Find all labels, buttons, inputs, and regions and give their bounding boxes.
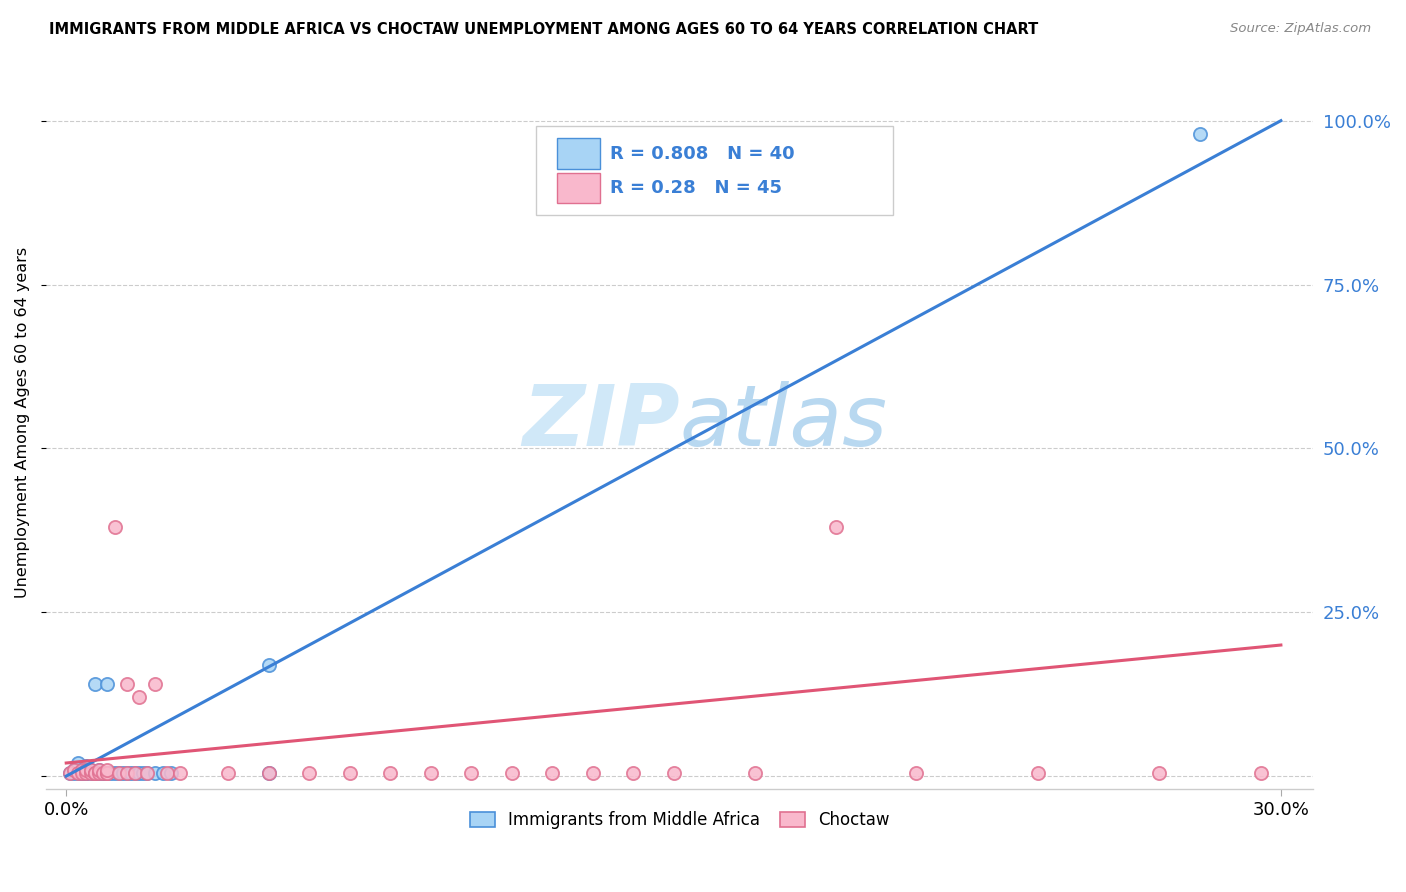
Point [104,520,127,534]
Point [83,765,105,780]
Point [87,765,110,780]
Point [87,765,110,780]
Point [136,765,159,780]
Point [132,765,155,780]
Point [91,765,114,780]
Point [257,657,280,672]
Point [744,765,766,780]
Text: IMMIGRANTS FROM MIDDLE AFRICA VS CHOCTAW UNEMPLOYMENT AMONG AGES 60 TO 64 YEARS : IMMIGRANTS FROM MIDDLE AFRICA VS CHOCTAW… [49,22,1039,37]
Y-axis label: Unemployment Among Ages 60 to 64 years: Unemployment Among Ages 60 to 64 years [15,246,30,598]
Point [75,763,97,777]
Point [124,765,146,780]
Text: R = 0.808   N = 40: R = 0.808 N = 40 [610,145,794,162]
Point [96,765,118,780]
Point [143,677,166,691]
Point [115,677,138,691]
Point [83,765,105,780]
Point [128,765,150,780]
Point [96,677,118,691]
Point [67,765,90,780]
Point [96,765,118,780]
Point [124,765,146,780]
Point [662,765,685,780]
Point [217,765,239,780]
Point [79,765,101,780]
Point [59,765,82,780]
Point [108,765,131,780]
Point [115,765,138,780]
Point [83,677,105,691]
Point [87,763,110,777]
Point [136,765,159,780]
FancyBboxPatch shape [557,172,600,203]
Point [905,765,928,780]
Point [501,765,523,780]
Point [298,765,321,780]
Point [79,763,101,777]
Point [83,765,105,780]
Point [67,765,90,780]
Point [1026,765,1049,780]
Point [67,763,90,777]
Point [257,765,280,780]
Text: atlas: atlas [679,381,887,464]
Point [79,765,101,780]
Legend: Immigrants from Middle Africa, Choctaw: Immigrants from Middle Africa, Choctaw [463,805,897,836]
Point [96,765,118,780]
Point [100,765,122,780]
Point [169,765,191,780]
Point [128,690,150,705]
Point [339,765,361,780]
Point [72,763,94,777]
Point [96,763,118,777]
Point [160,765,183,780]
Point [91,765,114,780]
Point [72,765,94,780]
FancyBboxPatch shape [537,127,893,215]
Point [143,765,166,780]
Point [115,765,138,780]
Point [63,763,86,777]
Point [91,765,114,780]
Point [1149,765,1171,780]
Point [257,765,280,780]
Point [419,765,441,780]
Point [581,765,603,780]
Text: Source: ZipAtlas.com: Source: ZipAtlas.com [1230,22,1371,36]
Point [83,765,105,780]
Point [824,520,846,534]
Point [72,765,94,780]
Point [63,763,86,777]
FancyBboxPatch shape [557,138,600,169]
Text: ZIP: ZIP [522,381,679,464]
Point [621,765,644,780]
Point [104,765,127,780]
Point [120,765,142,780]
Point [75,765,97,780]
Point [72,765,94,780]
Text: R = 0.28   N = 45: R = 0.28 N = 45 [610,179,782,197]
Point [75,763,97,777]
Point [79,763,101,777]
Point [87,763,110,777]
Point [108,765,131,780]
Point [460,765,482,780]
Point [75,765,97,780]
Point [63,765,86,780]
Point [1250,765,1272,780]
Point [75,759,97,773]
Point [67,756,90,770]
Point [111,765,134,780]
Point [152,765,174,780]
Point [75,765,97,780]
Point [72,763,94,777]
Point [378,765,401,780]
Point [1188,127,1211,141]
Point [59,765,82,780]
Point [541,765,564,780]
Point [156,765,179,780]
